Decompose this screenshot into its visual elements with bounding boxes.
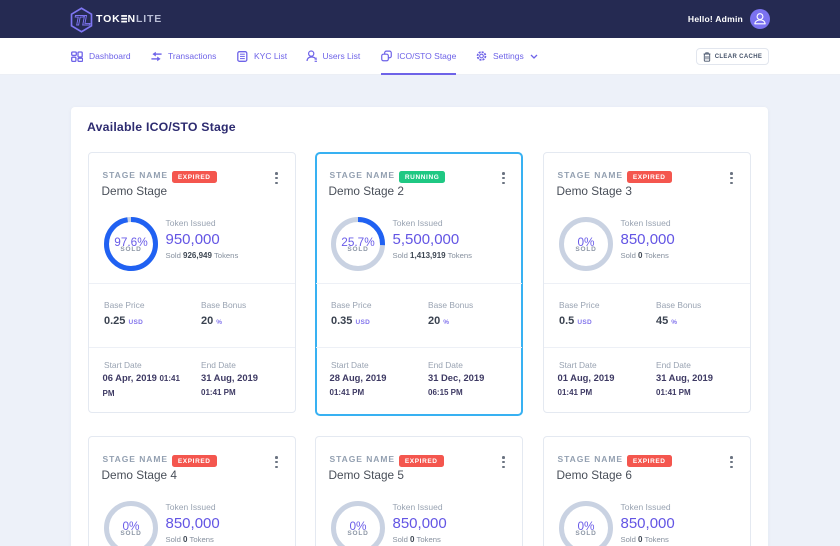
svg-text:TL: TL <box>74 13 91 28</box>
